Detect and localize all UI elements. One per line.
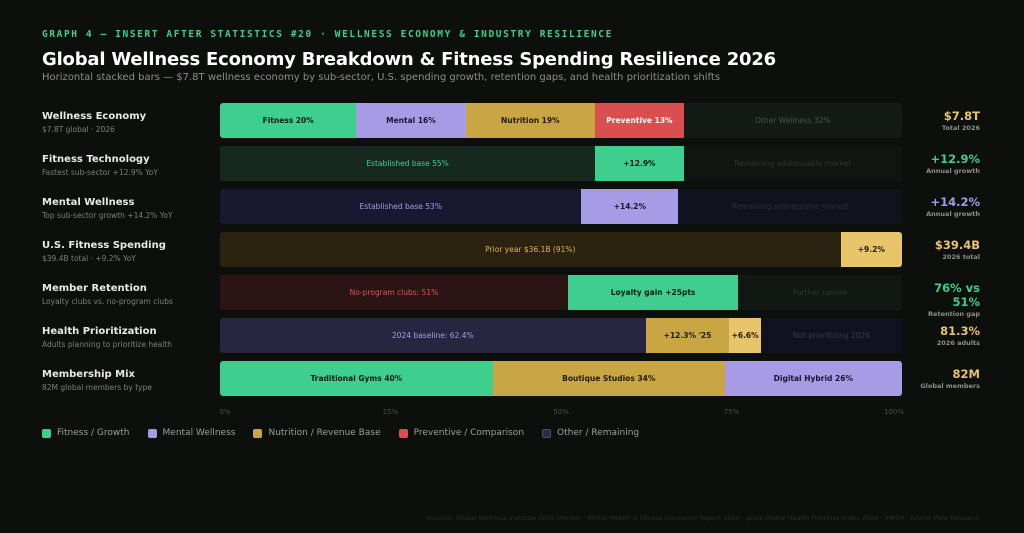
bar-segment: Fitness 20% [220,103,357,138]
row-name: Health Prioritization [42,326,157,337]
x-tick-label: 75% [723,408,740,416]
x-tick-label: 100% [883,408,905,416]
row-summary: $39.4B 2026 total [905,238,980,261]
row-summary: 76% vs 51% Retention gap [905,281,980,318]
legend-item: Fitness / Growth [42,428,130,438]
legend-swatch [542,428,552,438]
legend-swatch [398,428,408,438]
legend-swatch [253,428,263,438]
bar-segment: Nutrition 19% [465,103,596,138]
bar-segment: No-program clubs: 51% [220,275,568,310]
summary-value: 82M [952,367,980,381]
bar-segment: Remaining addressable market [683,146,902,181]
legend: Fitness / Growth Mental Wellness Nutrition… [42,428,639,438]
legend-label: Preventive / Comparison [413,428,525,438]
summary-label: Total 2026 [941,124,980,132]
bar-segment: +6.6% [729,318,761,353]
legend-swatch [147,428,157,438]
row-name: Member Retention [42,283,147,294]
bar-segment: +14.2% [581,189,679,224]
legend-label: Mental Wellness [162,428,236,438]
row-summary: +12.9% Annual growth [905,152,980,175]
legend-item: Other / Remaining [542,428,639,438]
bar-track: Fitness 20% Mental 16% Nutrition 19% Preven… [220,103,902,138]
row-label: Wellness Economy $7.8T global · 2026 [42,111,146,134]
bar-segment: Digital Hybrid 26% [724,361,902,396]
bar-segment: Mental 16% [356,103,466,138]
row-summary: 82M Global members [905,367,980,390]
row-name: Fitness Technology [42,154,150,165]
bar-segment: Established base 55% [220,146,596,181]
row-name: Mental Wellness [42,197,135,208]
x-tick-label: 50% [553,408,569,416]
legend-item: Mental Wellness [147,428,236,438]
row-summary: +14.2% Annual growth [905,195,980,218]
legend-item: Nutrition / Revenue Base [253,428,381,438]
x-tick-label: 0% [219,408,231,416]
summary-label: 2026 total [942,253,980,261]
row-name: U.S. Fitness Spending [42,240,166,251]
bar-segment: Established base 53% [220,189,582,224]
legend-item: Preventive / Comparison [398,428,525,438]
row-subtext: Adults planning to prioritize health [42,340,173,349]
row-name: Wellness Economy [42,111,147,122]
bar-segment: 2024 baseline: 62.4% [220,318,646,353]
bar-track: No-program clubs: 51% Loyalty gain +25pts… [220,275,902,310]
row-subtext: Top sub-sector growth +14.2% YoY [42,211,173,220]
summary-label: Global members [920,382,980,390]
row-label: Fitness Technology Fastest sub-sector +12… [42,154,158,177]
row-name: Membership Mix [42,369,135,380]
row-subtext: $7.8T global · 2026 [42,125,115,134]
legend-label: Fitness / Growth [57,428,130,438]
legend-swatch [42,428,51,438]
bar-track: Established base 53% +14.2% Remaining addr… [220,189,902,224]
kicker-label: GRAPH 4 — INSERT AFTER STATISTICS #20 · … [42,29,613,40]
summary-label: 2026 adults [936,339,980,347]
bar-segment: Other Wellness 32% [683,103,902,138]
bar-segment: +12.3% '25 [645,318,730,353]
x-tick-label: 25% [382,408,399,416]
bar-segment: Not prioritizing 2026 [760,318,902,353]
summary-value: $39.4B [934,238,980,252]
row-label: Health Prioritization Adults planning to … [42,326,172,349]
summary-value: 81.3% [940,324,980,338]
row-label: Membership Mix 82M global members by type [42,369,152,392]
row-label: U.S. Fitness Spending $39.4B total · +9.2… [42,240,166,263]
row-subtext: $39.4B total · +9.2% YoY [42,254,136,263]
row-subtext: Loyalty clubs vs. no-program clubs [42,297,173,306]
bar-segment: Preventive 13% [595,103,684,138]
summary-value: +12.9% [930,152,980,166]
summary-value: +14.2% [930,195,980,209]
bar-segment: Further upside [738,275,902,310]
source-note: Sources: Global Wellness Institute 2025 … [425,514,980,522]
row-summary: $7.8T Total 2026 [905,109,980,132]
bar-track: Established base 55% +12.9% Remaining addr… [220,146,902,181]
row-label: Mental Wellness Top sub-sector growth +14… [42,197,173,220]
summary-label: Retention gap [928,310,980,318]
bar-segment: +9.2% [840,232,902,267]
chart-subtitle: Horizontal stacked bars — $7.8T wellness… [42,72,721,83]
summary-label: Annual growth [926,210,980,218]
row-subtext: Fastest sub-sector +12.9% YoY [42,168,158,177]
bar-segment: Loyalty gain +25pts [567,275,739,310]
bar-track: 2024 baseline: 62.4% +12.3% '25 +6.6% Not p… [220,318,902,353]
row-label: Member Retention Loyalty clubs vs. no-pro… [42,283,173,306]
legend-label: Other / Remaining [557,428,640,438]
row-summary: 81.3% 2026 adults [905,324,980,347]
summary-label: Annual growth [926,167,980,175]
bar-segment: +12.9% [595,146,684,181]
summary-value: $7.8T [943,109,980,123]
bar-segment: Remaining addressable market [678,189,902,224]
bar-segment: Traditional Gyms 40% [220,361,493,396]
bar-segment: Prior year $36.1B (91%) [220,232,841,267]
chart-title: Global Wellness Economy Breakdown & Fitn… [42,49,777,70]
bar-segment: Boutique Studios 34% [492,361,725,396]
summary-value: 76% vs 51% [934,281,980,309]
legend-label: Nutrition / Revenue Base [268,428,381,438]
bar-track: Prior year $36.1B (91%) +9.2% [220,232,902,267]
bar-track: Traditional Gyms 40% Boutique Studios 34%… [220,361,902,396]
row-subtext: 82M global members by type [42,383,152,392]
